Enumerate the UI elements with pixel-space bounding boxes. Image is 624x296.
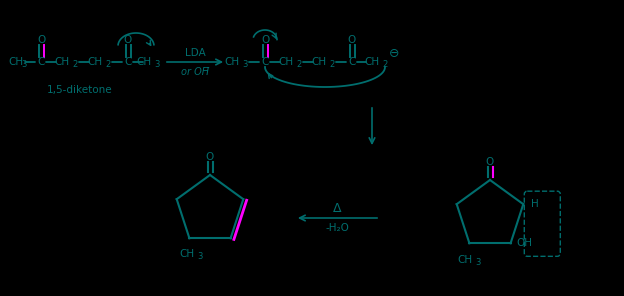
Text: CH: CH: [458, 255, 473, 265]
Text: 2: 2: [383, 59, 388, 68]
Text: 2: 2: [72, 59, 77, 68]
Text: O: O: [261, 35, 269, 45]
Text: CH: CH: [311, 57, 326, 67]
Text: O: O: [124, 35, 132, 45]
Text: 3: 3: [21, 59, 26, 68]
Text: C: C: [348, 57, 356, 67]
Text: LDA: LDA: [185, 48, 205, 58]
Text: 2: 2: [105, 59, 110, 68]
Text: O: O: [206, 152, 214, 162]
Text: or OH̅: or OH̅: [181, 67, 209, 77]
Text: CH: CH: [180, 249, 195, 259]
Text: O: O: [348, 35, 356, 45]
Text: O: O: [486, 157, 494, 167]
Text: CH: CH: [87, 57, 102, 67]
Text: CH: CH: [8, 57, 23, 67]
Text: C: C: [37, 57, 45, 67]
Text: CH: CH: [225, 57, 240, 67]
Text: CH: CH: [364, 57, 379, 67]
Text: H: H: [532, 199, 539, 209]
Text: C: C: [124, 57, 132, 67]
Text: CH: CH: [278, 57, 293, 67]
Text: OH: OH: [517, 238, 532, 248]
Text: C: C: [261, 57, 269, 67]
Text: 1,5-diketone: 1,5-diketone: [47, 85, 113, 95]
Text: -H₂O: -H₂O: [326, 223, 349, 233]
Text: CH: CH: [137, 57, 152, 67]
Text: 3: 3: [154, 59, 160, 68]
Text: 2: 2: [329, 59, 334, 68]
Text: ⊖: ⊖: [389, 46, 399, 59]
Text: 3: 3: [475, 258, 481, 267]
Text: 3: 3: [242, 59, 248, 68]
Text: Δ: Δ: [333, 202, 342, 215]
Text: 3: 3: [198, 252, 203, 261]
Text: O: O: [37, 35, 45, 45]
Text: CH: CH: [54, 57, 69, 67]
Text: 2: 2: [296, 59, 301, 68]
